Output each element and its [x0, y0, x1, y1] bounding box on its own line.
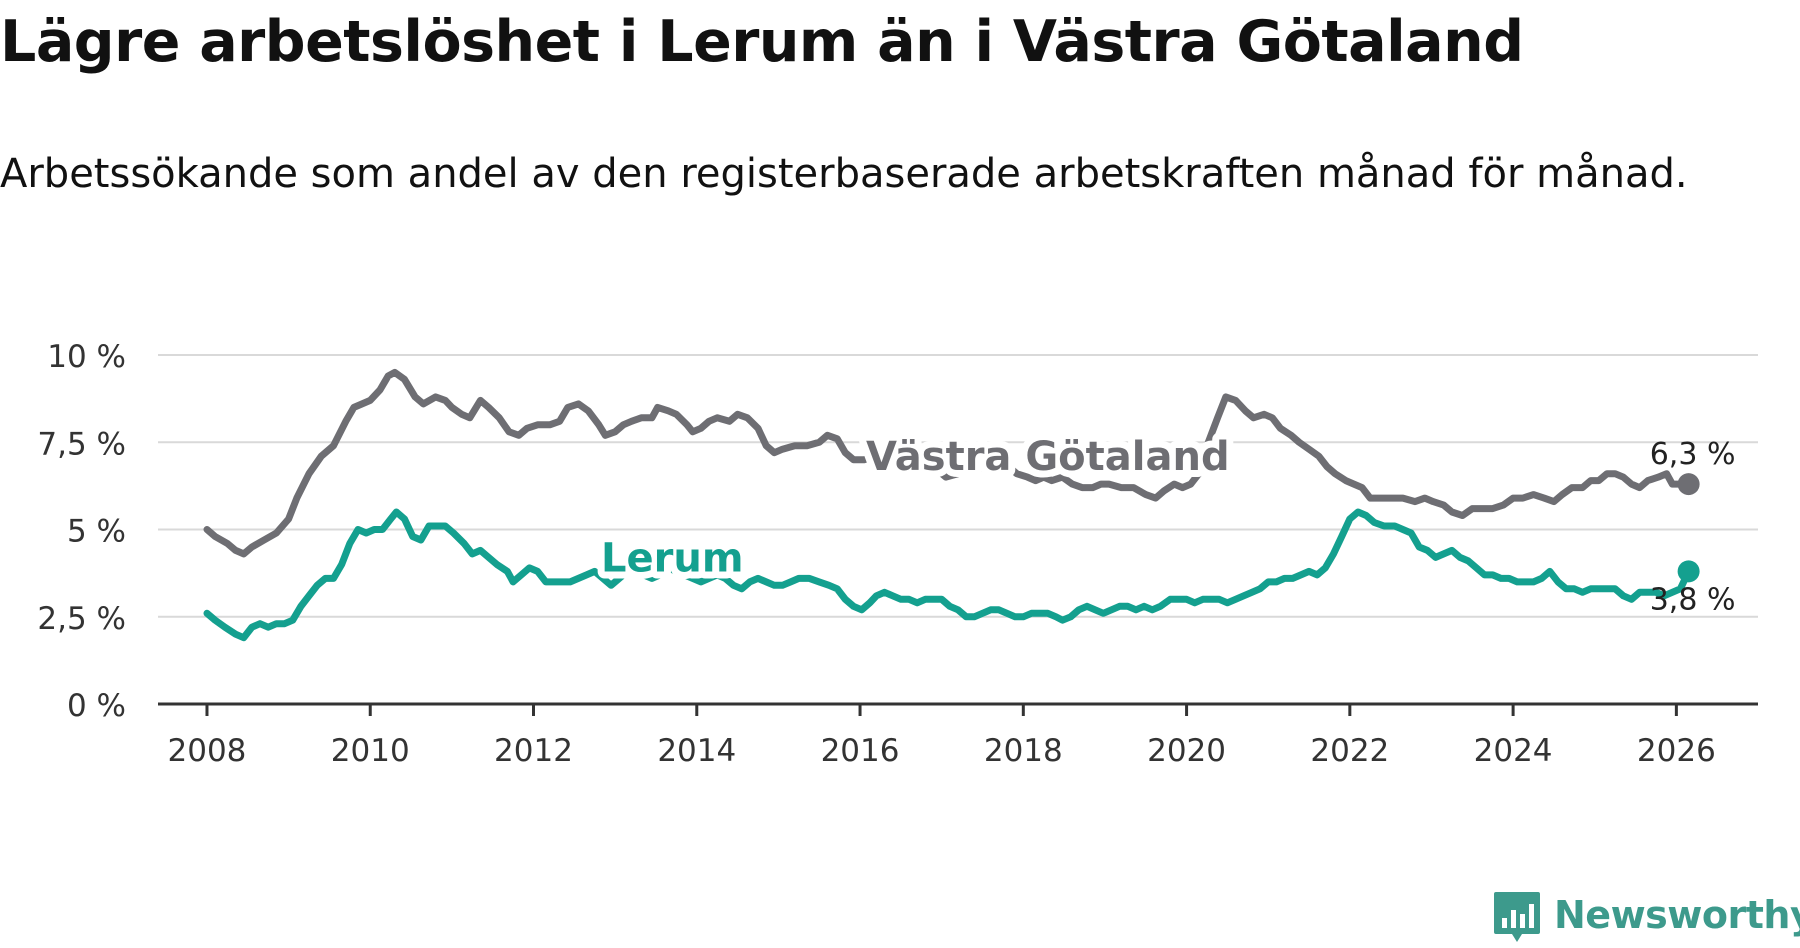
- brand-name: Newsworthy: [1554, 893, 1800, 937]
- y-tick-label: 5 %: [67, 514, 126, 550]
- series-labels: 6,3 % 3,8 % Västra Götaland Lerum: [594, 427, 1736, 617]
- x-axis: 2008 2010 2012 2014 2016 2018 2020 2022 2024 2026: [158, 702, 1758, 769]
- series-line-v-stra-g-taland: [203, 368, 1693, 558]
- y-tick-label: 0 %: [67, 688, 126, 724]
- series-end-label: 3,8 %: [1650, 582, 1736, 617]
- series-end-point-v-stra-g-taland: [1677, 473, 1700, 496]
- y-tick-label: 10 %: [47, 339, 126, 375]
- x-tick-label: 2024: [1474, 733, 1553, 769]
- chart-subtitle: Arbetssökande som andel av den registerb…: [0, 151, 1688, 197]
- grid-lines: [158, 354, 1758, 618]
- y-tick-label: 2,5 %: [37, 601, 126, 637]
- x-tick-label: 2012: [494, 733, 573, 769]
- series-end-point-lerum: [1677, 560, 1700, 583]
- y-tick-label: 7,5 %: [37, 426, 126, 462]
- series-name-label-lerum: Lerum: [601, 535, 744, 581]
- series-name-label-v-stra-g-taland: Västra Götaland: [866, 434, 1230, 480]
- series-line-lerum: [203, 508, 1693, 642]
- x-tick-label: 2016: [821, 733, 900, 769]
- chart-title: Lägre arbetslöshet i Lerum än i Västra G…: [0, 9, 1524, 75]
- x-tick-label: 2018: [984, 733, 1063, 769]
- series-lines: [203, 368, 1700, 642]
- x-tick-label: 2008: [168, 733, 247, 769]
- y-axis: 0 % 2,5 % 5 % 7,5 % 10 %: [37, 339, 126, 724]
- x-tick-label: 2014: [657, 733, 736, 769]
- x-tick-label: 2010: [331, 733, 410, 769]
- brand-logo: Newsworthy: [1492, 886, 1800, 944]
- newsworthy-logo-icon: [1494, 892, 1540, 942]
- x-tick-label: 2020: [1147, 733, 1226, 769]
- x-tick-label: 2022: [1310, 733, 1389, 769]
- series-end-label: 6,3 %: [1650, 437, 1736, 472]
- x-tick-label: 2026: [1637, 733, 1716, 769]
